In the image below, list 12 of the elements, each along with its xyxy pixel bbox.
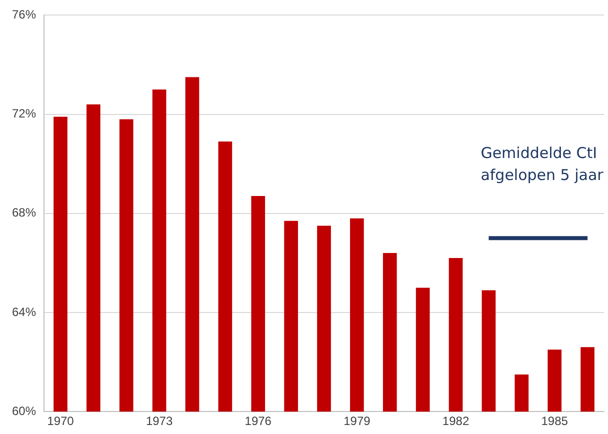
y-tick-label: 72% xyxy=(12,106,36,121)
text: Gemiddelde CtI afgelopen 5 jaar xyxy=(480,144,604,184)
x-tick-label: 1985 xyxy=(541,414,568,428)
x-tick-label: 1973 xyxy=(146,414,173,428)
y-tick-label: 60% xyxy=(12,404,36,418)
x-tick-label: 1970 xyxy=(47,414,74,428)
y-tick-label: 64% xyxy=(12,304,36,319)
x-tick-label: 1982 xyxy=(442,414,470,428)
x-tick-label: 1979 xyxy=(344,414,371,428)
y-tick-label: 68% xyxy=(12,206,36,220)
y-tick-label: 76% xyxy=(12,8,36,22)
x-tick-label: 1976 xyxy=(244,414,272,428)
